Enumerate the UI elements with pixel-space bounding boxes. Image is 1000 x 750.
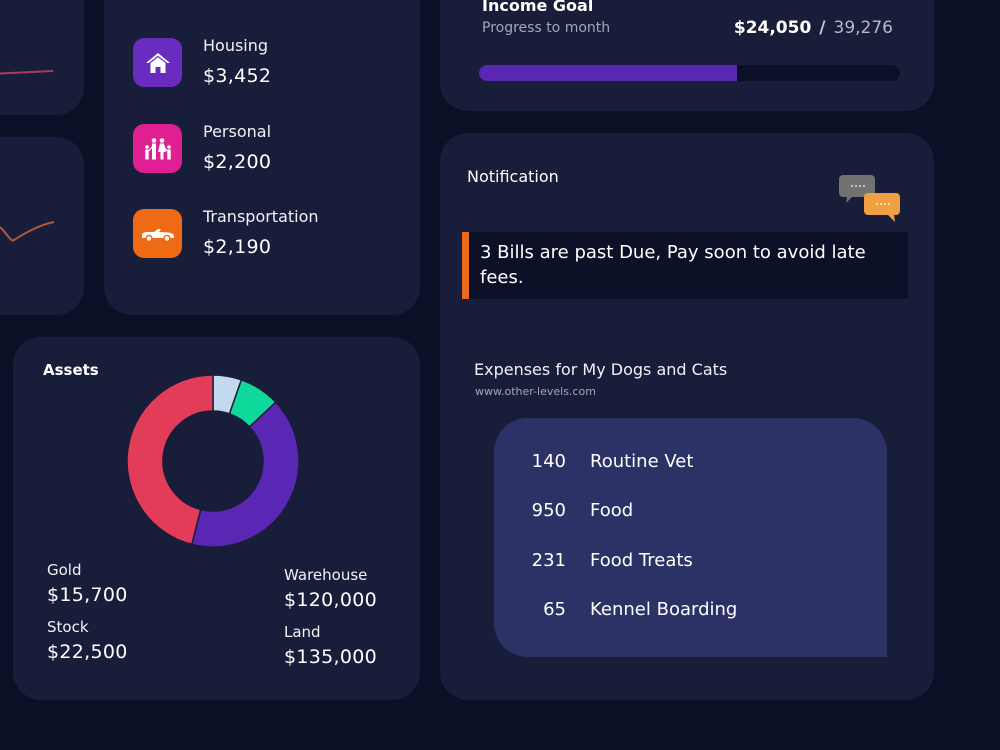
asset-label: Stock [47,618,89,636]
category-value: $2,200 [203,151,272,173]
expense-categories-card: Housing $3,452 Personal $2,200 [104,0,420,315]
assets-card: Assets Gold $15,700 Stock $22,500 Wareho… [13,337,420,700]
pet-expense-row: 140 Routine Vet [494,451,694,472]
assets-title: Assets [43,361,99,379]
donut-segment-warehouse[interactable] [190,401,300,548]
asset-gold: Gold $15,700 [47,561,128,607]
asset-value: $120,000 [284,589,378,611]
income-current: $24,050 [733,18,812,38]
asset-label: Warehouse [284,566,368,584]
chat-bubbles-icon[interactable] [838,173,902,225]
income-goal-values: $24,050 / 39,276 [734,18,893,38]
pet-expense-row: 65 Kennel Boarding [494,599,737,620]
asset-land: Land $135,000 [284,623,377,669]
pet-expense-amount: 231 [531,550,566,571]
income-goal-subtitle: Progress to month [482,20,611,36]
pet-expense-label: Kennel Boarding [590,599,738,620]
pet-expenses-title: Expenses for My Dogs and Cats [474,360,728,379]
family-icon [133,124,182,173]
sparkline-chart [0,221,55,242]
income-separator: / [819,18,826,38]
category-housing[interactable]: Housing $3,452 [133,36,272,88]
pet-expense-row: 231 Food Treats [494,550,693,571]
donut-segment-land[interactable] [126,374,214,546]
category-label: Housing [203,36,269,55]
asset-warehouse: Warehouse $120,000 [284,566,377,612]
pet-expense-amount: 140 [531,451,566,472]
income-progress-fill [479,65,737,81]
pet-expenses-link[interactable]: www.other-levels.com [475,385,596,398]
category-personal[interactable]: Personal $2,200 [133,122,272,174]
asset-value: $15,700 [47,584,128,606]
income-goal-title: Income Goal [482,0,594,15]
income-progress-bar [479,65,900,81]
notification-message: 3 Bills are past Due, Pay soon to avoid … [480,242,866,288]
pet-expense-label: Food [590,500,634,521]
asset-value: $22,500 [47,641,128,663]
pet-expense-label: Food Treats [590,550,693,571]
asset-stock: Stock $22,500 [47,618,128,664]
pet-expense-amount: 950 [531,500,566,521]
notification-card: Notification 3 Bills are past Due, Pay s… [440,133,934,700]
category-label: Transportation [203,207,319,226]
asset-value: $135,000 [284,646,378,668]
income-target: 39,276 [833,18,893,38]
notification-alert[interactable]: 3 Bills are past Due, Pay soon to avoid … [462,232,908,299]
pet-expenses-list: 140 Routine Vet 950 Food 231 Food Treats… [494,418,887,657]
income-goal-card: Income Goal Progress to month $24,050 / 39… [440,0,934,111]
category-value: $3,452 [203,65,272,87]
sparkline-chart [0,70,54,75]
car-icon [133,209,182,258]
asset-label: Land [284,623,321,641]
pet-expense-amount: 65 [543,599,566,620]
house-icon [133,38,182,87]
asset-label: Gold [47,561,82,579]
assets-donut-chart[interactable] [123,371,303,551]
category-value: $2,190 [203,236,272,258]
category-transportation[interactable]: Transportation $2,190 [133,207,319,259]
sparkline-card-top [0,0,84,115]
notification-title: Notification [467,167,559,186]
sparkline-card-bottom [0,137,84,315]
pet-expense-label: Routine Vet [590,451,694,472]
pet-expense-row: 950 Food [494,500,634,521]
category-label: Personal [203,122,272,141]
